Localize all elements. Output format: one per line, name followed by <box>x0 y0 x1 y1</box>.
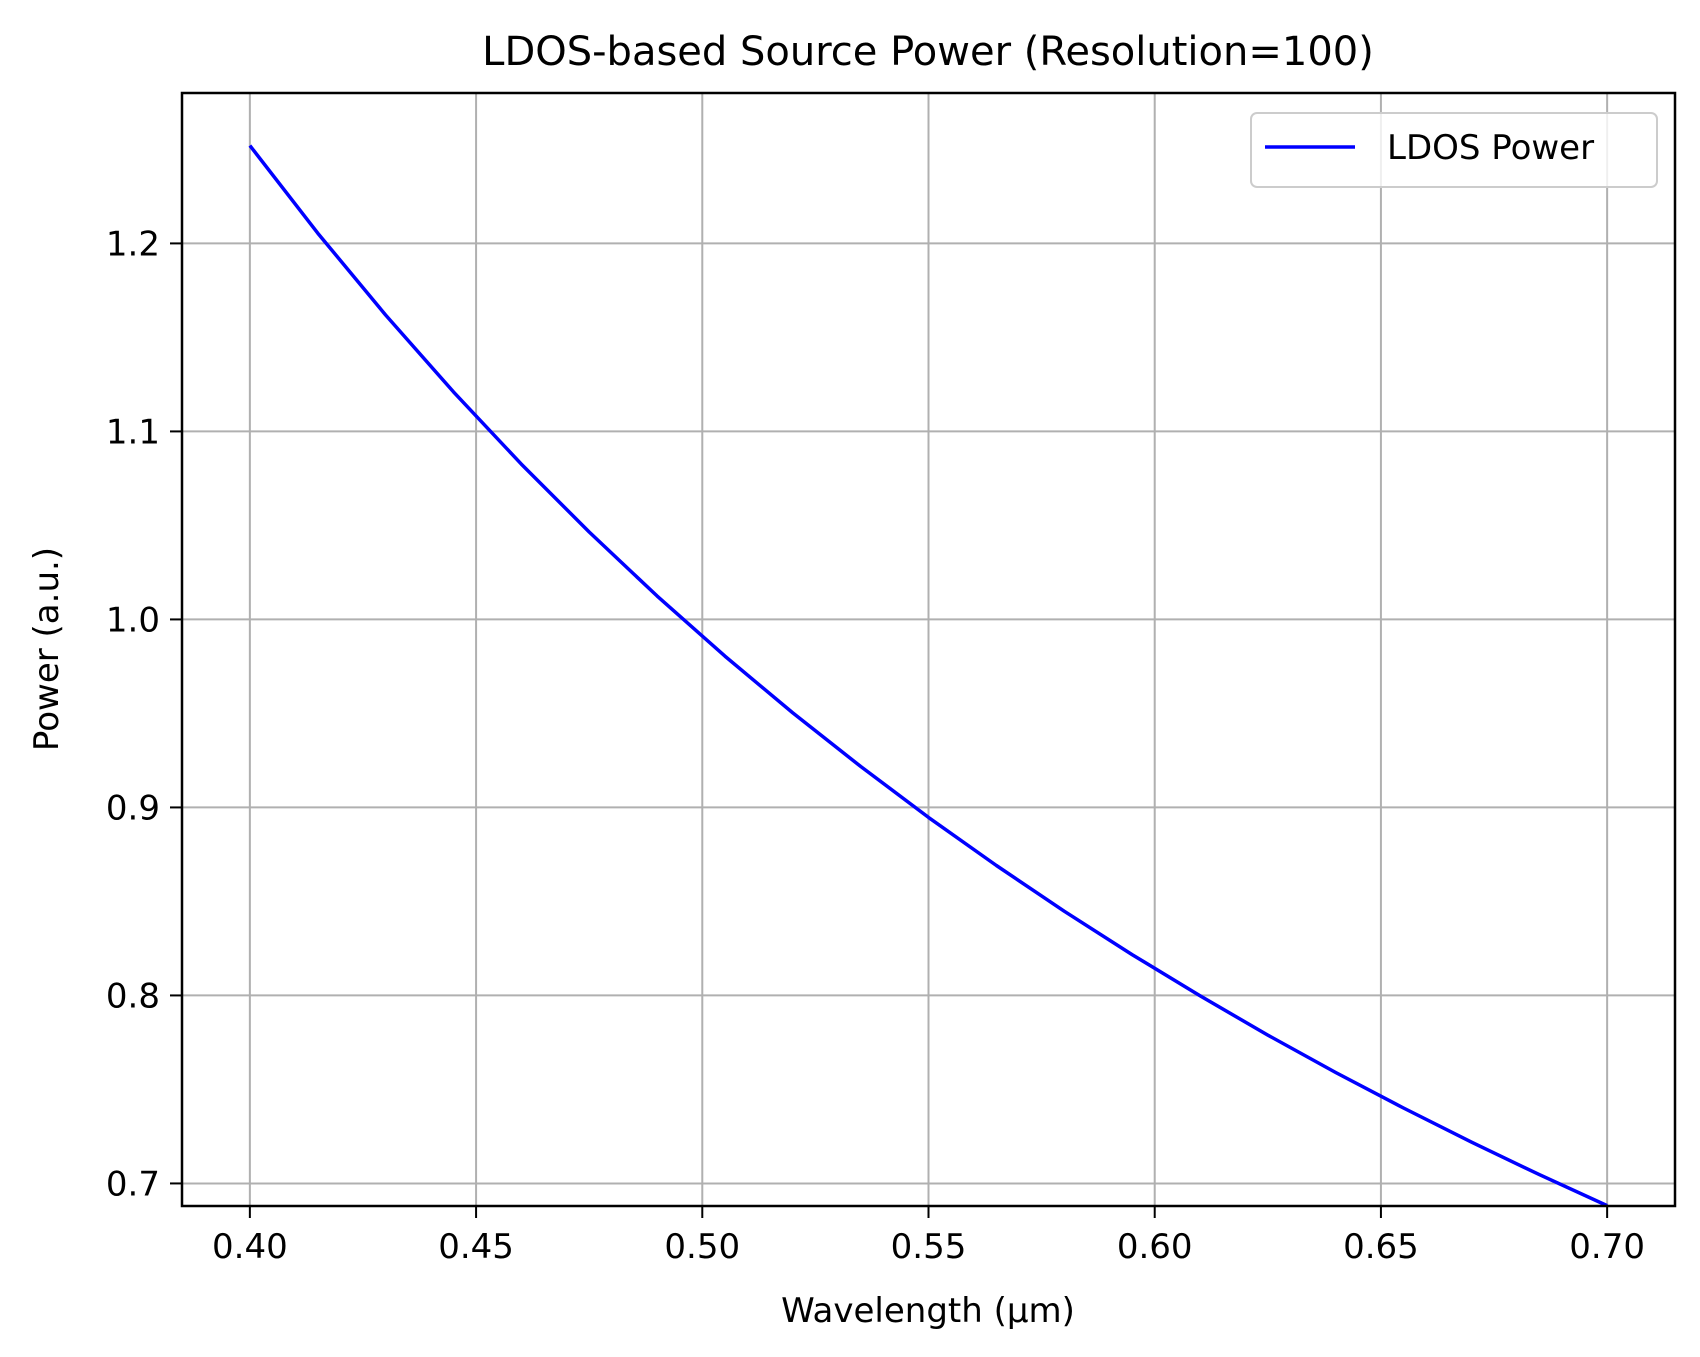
x-axis-ticks: 0.40 0.45 0.50 0.55 0.60 0.65 0.70 <box>212 1206 1645 1267</box>
x-tick-label: 0.70 <box>1569 1227 1645 1267</box>
x-axis-label: Wavelength (µm) <box>781 1291 1075 1331</box>
y-tick-label: 1.0 <box>106 600 160 640</box>
legend: LDOS Power <box>1251 113 1657 187</box>
x-tick-label: 0.60 <box>1117 1227 1193 1267</box>
y-tick-label: 1.2 <box>106 224 160 264</box>
x-tick-label: 0.55 <box>891 1227 967 1267</box>
legend-label-ldos-power: LDOS Power <box>1387 128 1594 168</box>
y-tick-label: 0.7 <box>106 1164 160 1204</box>
x-tick-label: 0.45 <box>438 1227 514 1267</box>
chart-title: LDOS-based Source Power (Resolution=100) <box>482 29 1374 75</box>
y-tick-label: 1.1 <box>106 412 160 452</box>
y-tick-label: 0.9 <box>106 788 160 828</box>
x-tick-label: 0.40 <box>212 1227 288 1267</box>
y-tick-label: 0.8 <box>106 976 160 1016</box>
grid <box>182 93 1675 1206</box>
y-axis-label: Power (a.u.) <box>27 547 67 751</box>
x-tick-label: 0.50 <box>664 1227 740 1267</box>
x-tick-label: 0.65 <box>1343 1227 1419 1267</box>
y-axis-ticks: 0.7 0.8 0.9 1.0 1.1 1.2 <box>106 224 182 1204</box>
